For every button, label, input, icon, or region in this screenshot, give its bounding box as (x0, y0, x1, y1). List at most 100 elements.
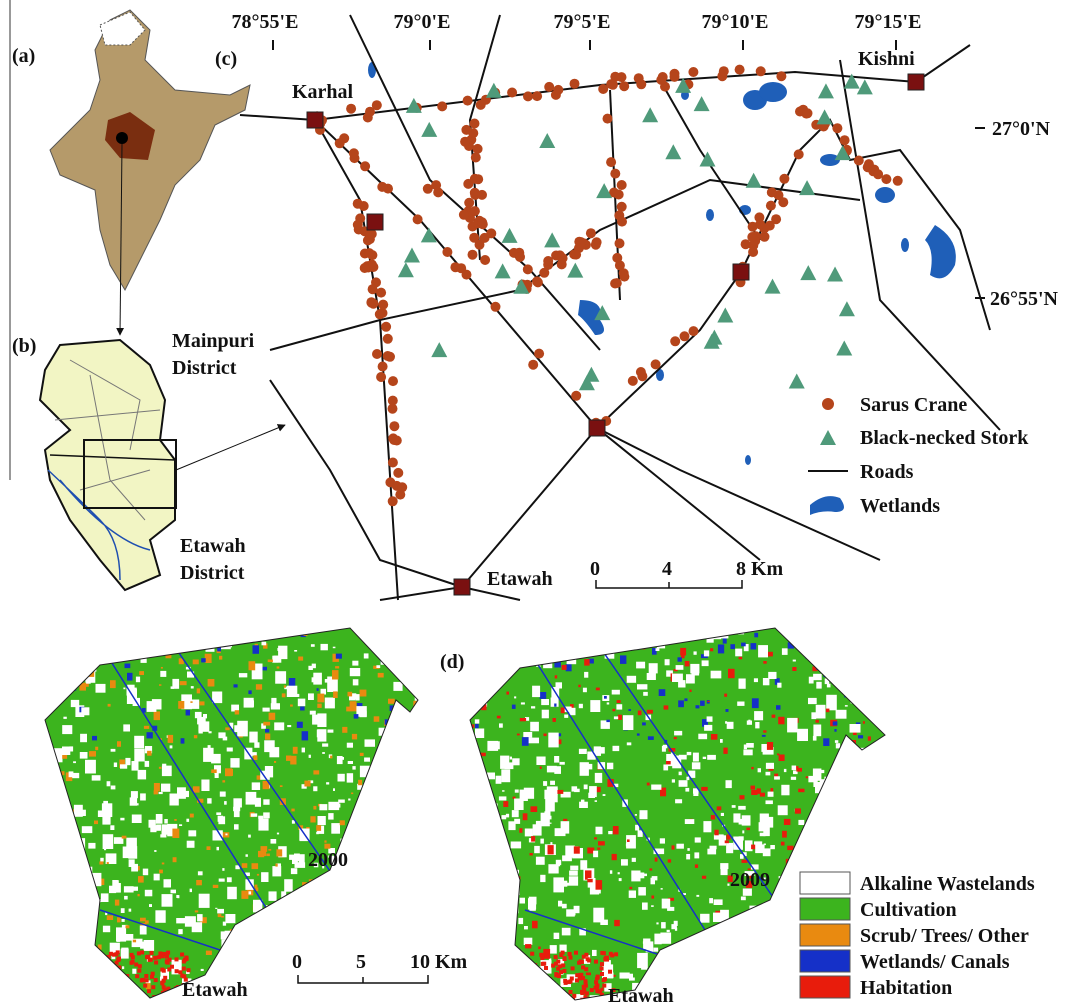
habitation-patch (116, 992, 120, 996)
landcover-patch (728, 669, 735, 678)
landcover-patch (667, 952, 676, 961)
sarus-crane (377, 182, 387, 192)
legend-swatch (800, 976, 850, 998)
landcover-patch (695, 837, 701, 842)
landcover-patch (607, 763, 613, 770)
habitation-patch (162, 969, 166, 973)
habitation-patch (569, 956, 573, 960)
landcover-patch (371, 907, 375, 910)
landcover-patch (847, 839, 849, 840)
landcover-patch (357, 979, 359, 980)
landcover-patch (511, 842, 521, 849)
sarus-crane (670, 336, 680, 346)
landcover-patch (530, 853, 533, 856)
habitation-patch (150, 951, 154, 955)
habitation-patch (131, 960, 135, 964)
landcover-patch (686, 854, 690, 859)
landcover-patch (501, 769, 510, 782)
landcover-patch (544, 811, 550, 816)
landcover-patch (60, 963, 65, 968)
landcover-patch (417, 858, 422, 861)
landcover-patch (627, 676, 636, 683)
landcover-patch (643, 941, 646, 944)
sarus-crane (776, 71, 786, 81)
landcover-patch (417, 915, 419, 918)
landcover-patch (411, 881, 416, 887)
landcover-patch (573, 913, 576, 916)
landcover-patch (740, 970, 746, 975)
landcover-patch (782, 648, 788, 655)
landcover-patch (125, 758, 130, 765)
landcover-patch (217, 909, 224, 914)
scale-label: 10 Km (410, 951, 468, 973)
landcover-patch (477, 987, 486, 997)
landcover-patch (560, 762, 565, 765)
landcover-patch (771, 788, 774, 792)
stork (827, 266, 843, 281)
landcover-patch (290, 914, 294, 918)
landcover-patch (600, 747, 605, 754)
landcover-patch (69, 946, 73, 951)
landcover-patch (157, 646, 162, 650)
sarus-crane (553, 85, 563, 95)
landcover-patch (870, 858, 875, 863)
landcover-patch (300, 706, 305, 710)
landcover-patch (111, 786, 116, 790)
landcover-patch (350, 914, 355, 919)
landcover-patch (739, 657, 743, 660)
landcover-patch (367, 885, 370, 887)
habitation-patch (108, 1000, 112, 1004)
landcover-patch (584, 649, 590, 653)
landcover-patch (325, 679, 329, 683)
landcover-patch (778, 717, 784, 725)
landcover-patch (531, 706, 535, 708)
landcover-patch (291, 868, 297, 874)
landcover-patch (234, 824, 239, 829)
landcover-patch (656, 922, 658, 924)
stork (665, 144, 681, 159)
landcover-patch (122, 966, 124, 969)
landcover-patch (201, 658, 206, 662)
landcover-patch (878, 842, 881, 845)
landcover-patch (863, 721, 865, 724)
landcover-patch (302, 748, 305, 753)
landcover-patch (297, 985, 303, 992)
landcover-patch (208, 679, 215, 687)
longitude-label: 79°15'E (855, 11, 922, 33)
landcover-patch (560, 650, 567, 657)
landcover-patch (848, 766, 853, 769)
landcover-patch (685, 788, 689, 792)
landcover-patch (724, 694, 727, 697)
landcover-patch (248, 690, 251, 694)
habitation-patch (559, 953, 563, 957)
landcover-patch (702, 876, 706, 879)
sarus-crane (393, 468, 403, 478)
landcover-patch (672, 845, 675, 849)
landcover-patch (346, 707, 350, 712)
habitation-patch (117, 957, 121, 961)
landcover-patch (398, 793, 401, 797)
sarus-crane (376, 372, 386, 382)
landcover-patch (545, 798, 555, 812)
landcover-patch (136, 649, 143, 659)
landcover-patch (673, 965, 682, 976)
landcover-patch (748, 720, 750, 722)
landcover-patch (718, 645, 724, 654)
landcover-patch (105, 967, 108, 970)
landcover-patch (710, 846, 717, 850)
landcover-patch (302, 934, 307, 938)
sarus-crane (735, 65, 745, 75)
landcover-patch (332, 670, 339, 679)
landcover-patch (751, 643, 757, 649)
landcover-patch (654, 967, 660, 974)
landcover-patch (378, 867, 380, 868)
landcover-patch (118, 977, 121, 980)
landcover-patch (701, 787, 708, 791)
habitation-patch (119, 984, 123, 988)
landcover-patch (306, 899, 312, 906)
landcover-patch (56, 839, 63, 845)
landcover-patch (679, 780, 688, 787)
landcover-patch (217, 847, 220, 850)
landcover-patch (140, 926, 147, 935)
landcover-patch (172, 679, 179, 689)
